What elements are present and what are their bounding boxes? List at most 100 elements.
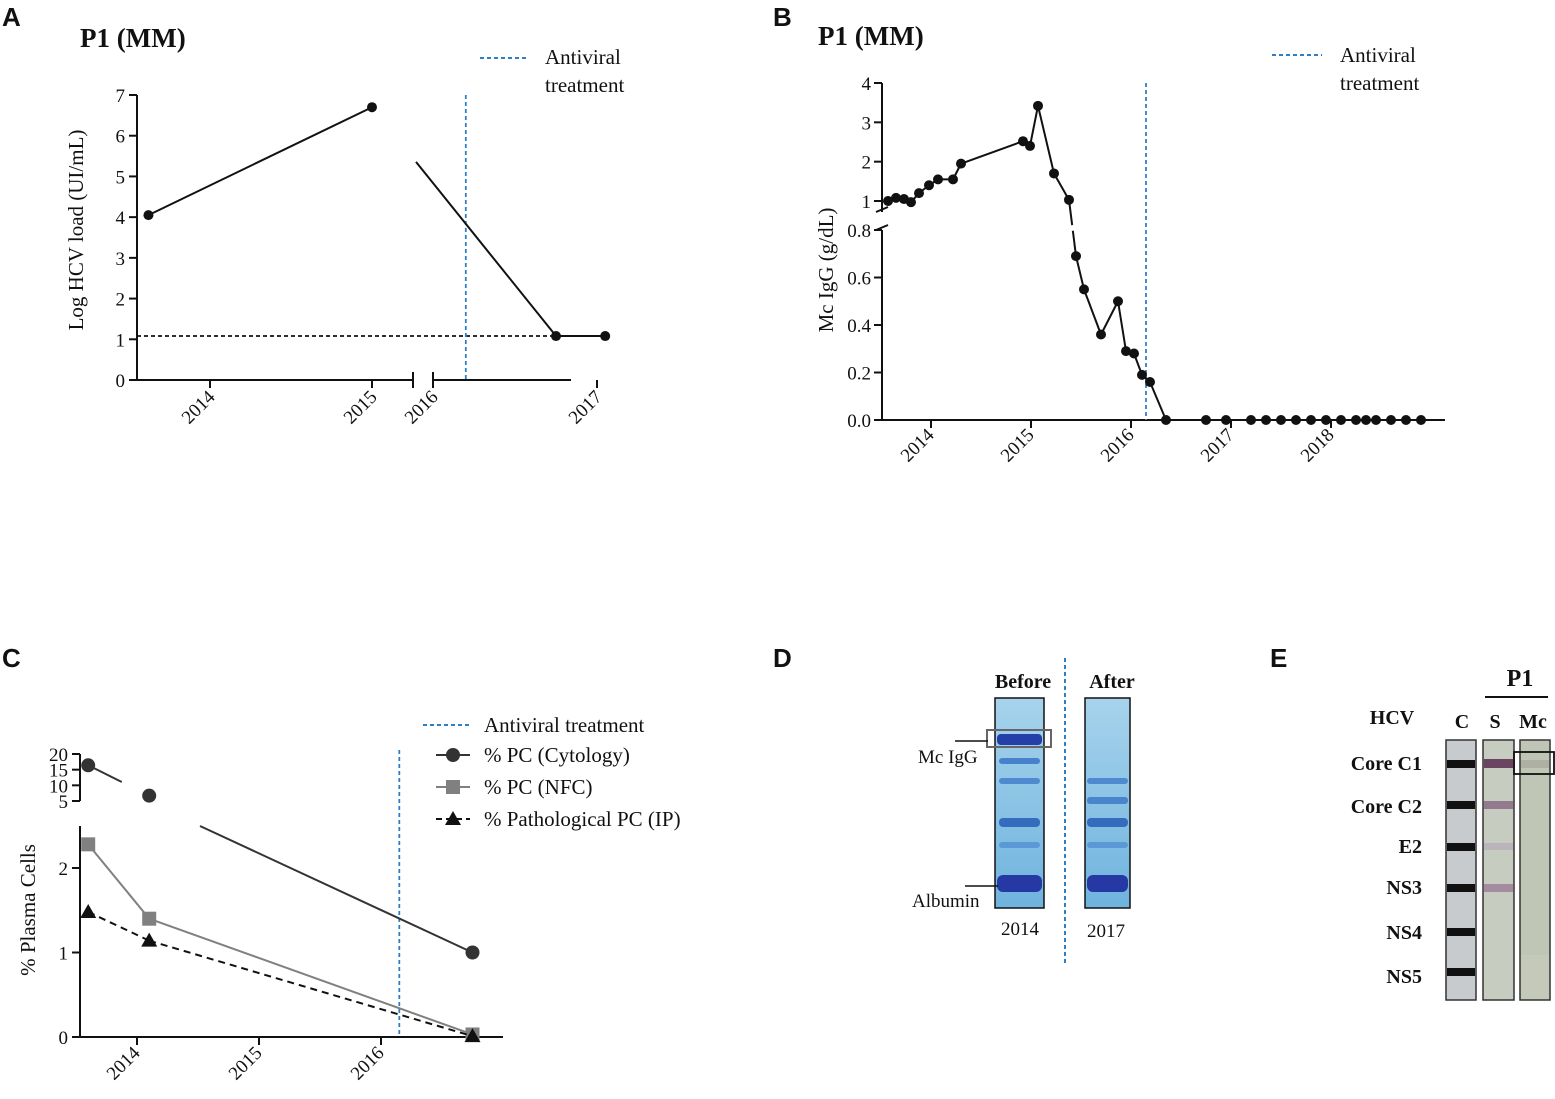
panel-e: E P1 HCV C S Mc Core C1 Core C2 E2 NS3 N…	[1270, 643, 1555, 1001]
panel-a: A P1 (MM) Antiviral treatment Log HCV lo…	[2, 2, 624, 428]
data-point	[1386, 415, 1396, 425]
y-tick-label: 1	[862, 192, 872, 213]
data-point	[1351, 415, 1361, 425]
data-point	[1246, 415, 1256, 425]
panel-letter-d: D	[773, 643, 792, 673]
band	[1087, 818, 1128, 827]
data-point	[142, 788, 157, 803]
lane-header-before: Before	[995, 671, 1051, 693]
data-point	[1371, 415, 1381, 425]
data-point	[1261, 415, 1271, 425]
y-tick-label: 0	[116, 371, 126, 392]
y-tick-label: 0.0	[847, 411, 871, 432]
data-point	[1306, 415, 1316, 425]
x-tick-label: 2014	[897, 424, 939, 466]
data-point	[1033, 100, 1043, 111]
y-ticks: 0 1 2 3 4 5 6 7	[116, 86, 137, 392]
data-point	[1321, 415, 1331, 425]
data-point	[1361, 415, 1371, 425]
x-tick-label: 2015	[225, 1043, 267, 1085]
data-point	[1121, 346, 1131, 357]
data-point	[143, 210, 154, 221]
y-tick-label: 2	[116, 290, 126, 311]
mc-igg-highlight-box	[986, 729, 1052, 748]
y-tick-label: 3	[116, 249, 126, 270]
series-line	[148, 939, 473, 1038]
x-tick-label: 2016	[347, 1043, 389, 1085]
band-albumin	[997, 875, 1042, 892]
y-tick-label: 15	[49, 761, 68, 782]
data-point	[1291, 415, 1301, 425]
y-tick-label: 5	[116, 167, 126, 188]
data-point	[1018, 136, 1028, 147]
y-tick-label: 5	[59, 792, 69, 813]
y-ticks: 1 2 3 4 0.0 0.2 0.4 0.6 0.8	[847, 74, 882, 432]
y-tick-label: 0.8	[847, 221, 871, 242]
x-tick-label: 2014	[103, 1042, 145, 1084]
band-label: Core C1	[1351, 753, 1422, 775]
band-label: Core C2	[1351, 796, 1422, 818]
strip-s	[1482, 739, 1515, 1001]
band-label: NS4	[1386, 922, 1422, 944]
legend-label-line1: Antiviral	[545, 45, 621, 69]
data-point	[948, 174, 958, 185]
strip-label-c: C	[1455, 711, 1469, 733]
y-tick-label: 0	[59, 1028, 69, 1049]
axes	[875, 83, 1445, 421]
gel-lane-before	[994, 697, 1045, 909]
series-triangle	[80, 903, 481, 1043]
data-point	[883, 196, 893, 206]
data-point	[464, 1028, 481, 1043]
y-tick-label: 3	[862, 113, 872, 134]
x-tick-label: 2017	[1197, 425, 1239, 467]
panel-c: C Antiviral treatment % PC (Cytology) % …	[2, 643, 681, 1084]
data-point	[81, 837, 96, 852]
panel-letter-b: B	[773, 2, 792, 32]
band	[999, 818, 1040, 827]
data-point	[1129, 348, 1139, 359]
data-point	[891, 192, 901, 203]
series-mc-igg	[883, 100, 1426, 425]
x-ticks: 2014 2015 2016	[103, 1037, 389, 1084]
legend-label-cytology: % PC (Cytology)	[484, 743, 630, 767]
strip-mc	[1519, 739, 1551, 1001]
data-point	[1276, 415, 1286, 425]
legend-label-line2: treatment	[545, 73, 624, 97]
y-axis-label: Log HCV load (UI/mL)	[64, 130, 88, 331]
strip-c	[1445, 739, 1477, 1001]
y-tick-label: 1	[59, 944, 69, 965]
data-point	[906, 197, 916, 208]
y-tick-label: 0.4	[847, 316, 871, 337]
legend-marker-cytology	[446, 748, 460, 762]
y-tick-label: 0.2	[847, 364, 871, 385]
data-point	[914, 188, 924, 199]
data-point	[465, 945, 480, 960]
hcv-label: HCV	[1370, 707, 1415, 729]
series-line	[87, 911, 150, 942]
strip-label-s: S	[1489, 711, 1500, 733]
axes	[136, 95, 571, 388]
band	[1087, 778, 1128, 784]
series-line	[1037, 105, 1055, 174]
series-line	[1083, 289, 1102, 335]
strip-label-mc: Mc	[1519, 711, 1547, 733]
panel-b-title: P1 (MM)	[818, 21, 924, 51]
band	[999, 778, 1040, 784]
data-point	[1221, 415, 1231, 425]
band	[999, 758, 1040, 764]
y-tick-label: 10	[49, 776, 68, 797]
band-labels: Core C1 Core C2 E2 NS3 NS4 NS5	[1351, 753, 1422, 988]
series-line	[1075, 255, 1085, 290]
band-label: E2	[1399, 836, 1422, 858]
band	[1087, 797, 1128, 804]
data-point	[1416, 415, 1426, 425]
data-point	[1401, 415, 1411, 425]
series-circle	[81, 758, 480, 960]
y-tick-label: 0.6	[847, 269, 871, 290]
data-point	[1201, 415, 1211, 425]
y-axis-label: % Plasma Cells	[16, 844, 40, 976]
data-point	[1064, 194, 1074, 205]
patient-label: P1	[1507, 666, 1534, 692]
panel-letter-e: E	[1270, 643, 1287, 673]
